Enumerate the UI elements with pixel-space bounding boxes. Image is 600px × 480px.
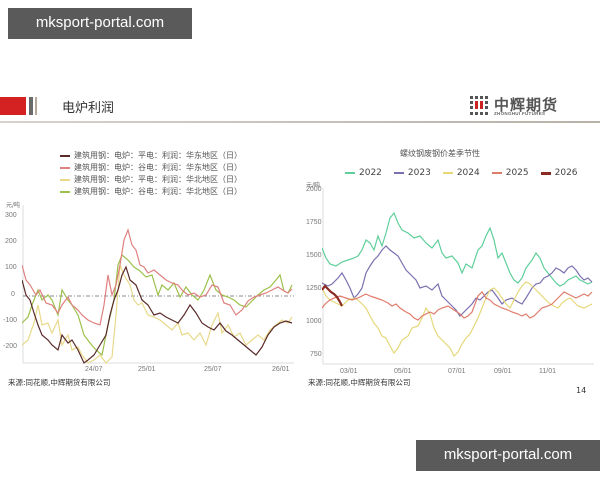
y-tick: 1500 (306, 252, 322, 259)
legend-label: 建筑用钢：电炉：平电：利润：华北地区（日） (74, 175, 242, 184)
legend-swatch (60, 179, 70, 181)
legend-item: 2026 (540, 168, 578, 178)
header-red-bar (0, 97, 26, 115)
x-tick: 05/01 (394, 368, 412, 375)
watermark-top: mksport-portal.com (8, 8, 192, 39)
x-tick: 24/07 (85, 366, 103, 373)
logo-grid-icon (470, 96, 488, 115)
company-logo: 中辉期货 ZHONGHUI FUTURES (470, 94, 570, 118)
watermark-bottom: mksport-portal.com (416, 440, 600, 471)
left-chart-unit: 元/吨 (6, 202, 21, 209)
header-divider (0, 121, 600, 123)
legend-label: 建筑用钢：电炉：谷电：利润：华东地区（日） (74, 163, 242, 172)
legend-item: 建筑用钢：电炉：谷电：利润：华北地区（日） (60, 186, 242, 198)
header-tan-bar (35, 97, 37, 115)
y-tick: 2000 (306, 186, 322, 193)
x-tick: 26/01 (272, 366, 290, 373)
y-tick: 100 (5, 264, 17, 271)
left-chart-source: 来源:同花顺,中辉期货有限公司 (8, 378, 111, 387)
legend-item: 2025 (491, 168, 529, 178)
y-tick: 0 (11, 291, 15, 298)
legend-swatch (60, 191, 70, 193)
legend-item: 建筑用钢：电炉：平电：利润：华东地区（日） (60, 150, 242, 162)
slide-header: 电炉利润 中辉期货 ZHONGHUI FUTURES (0, 90, 600, 123)
right-chart-plot (322, 188, 594, 365)
y-tick: -100 (3, 317, 18, 324)
y-tick: 300 (5, 212, 17, 219)
legend-label: 2026 (554, 168, 578, 178)
legend-item: 建筑用钢：电炉：谷电：利润：华东地区（日） (60, 162, 242, 174)
left-chart-plot (22, 205, 294, 364)
x-tick: 03/01 (340, 368, 358, 375)
legend-label: 2025 (505, 168, 529, 178)
x-tick: 07/01 (448, 368, 466, 375)
right-chart-legend: 2022 2023 2024 2025 2026 (345, 168, 578, 178)
y-tick: 750 (310, 351, 322, 358)
page-title: 电炉利润 (62, 101, 115, 116)
left-chart-legend: 建筑用钢：电炉：平电：利润：华东地区（日） 建筑用钢：电炉：谷电：利润：华东地区… (60, 150, 242, 198)
header-gray-bar (29, 97, 33, 115)
y-tick: 1250 (306, 285, 322, 292)
legend-item: 2023 (393, 168, 431, 178)
x-tick: 25/01 (138, 366, 156, 373)
legend-swatch (60, 155, 70, 157)
legend-item: 建筑用钢：电炉：平电：利润：华北地区（日） (60, 174, 242, 186)
x-tick: 11/01 (539, 368, 556, 375)
legend-swatch (345, 172, 355, 174)
x-tick: 25/07 (204, 366, 222, 373)
legend-item: 2024 (442, 168, 480, 178)
x-tick: 09/01 (494, 368, 512, 375)
legend-label: 建筑用钢：电炉：平电：利润：华东地区（日） (74, 151, 242, 160)
y-tick: 200 (5, 238, 17, 245)
right-chart-title: 螺纹钢废钢价差季节性 (400, 149, 480, 158)
legend-swatch (60, 167, 70, 169)
right-chart-unit: 元/吨 (306, 182, 321, 189)
legend-label: 2023 (407, 168, 431, 178)
logo-text-en: ZHONGHUI FUTURES (494, 111, 546, 116)
legend-swatch (540, 171, 551, 175)
right-chart-source: 来源:同花顺,中辉期货有限公司 (308, 378, 411, 387)
y-tick: 1750 (306, 219, 322, 226)
legend-swatch (393, 172, 404, 174)
legend-label: 2024 (456, 168, 480, 178)
legend-label: 2022 (359, 168, 382, 178)
page-number: 14 (576, 386, 587, 395)
y-tick: -200 (3, 343, 18, 350)
logo-text-cn: 中辉期货 (494, 96, 559, 114)
legend-label: 建筑用钢：电炉：谷电：利润：华北地区（日） (74, 187, 242, 196)
y-tick: 1000 (306, 318, 322, 325)
legend-swatch (491, 172, 502, 174)
legend-item: 2022 (345, 168, 382, 178)
legend-swatch (442, 172, 453, 174)
